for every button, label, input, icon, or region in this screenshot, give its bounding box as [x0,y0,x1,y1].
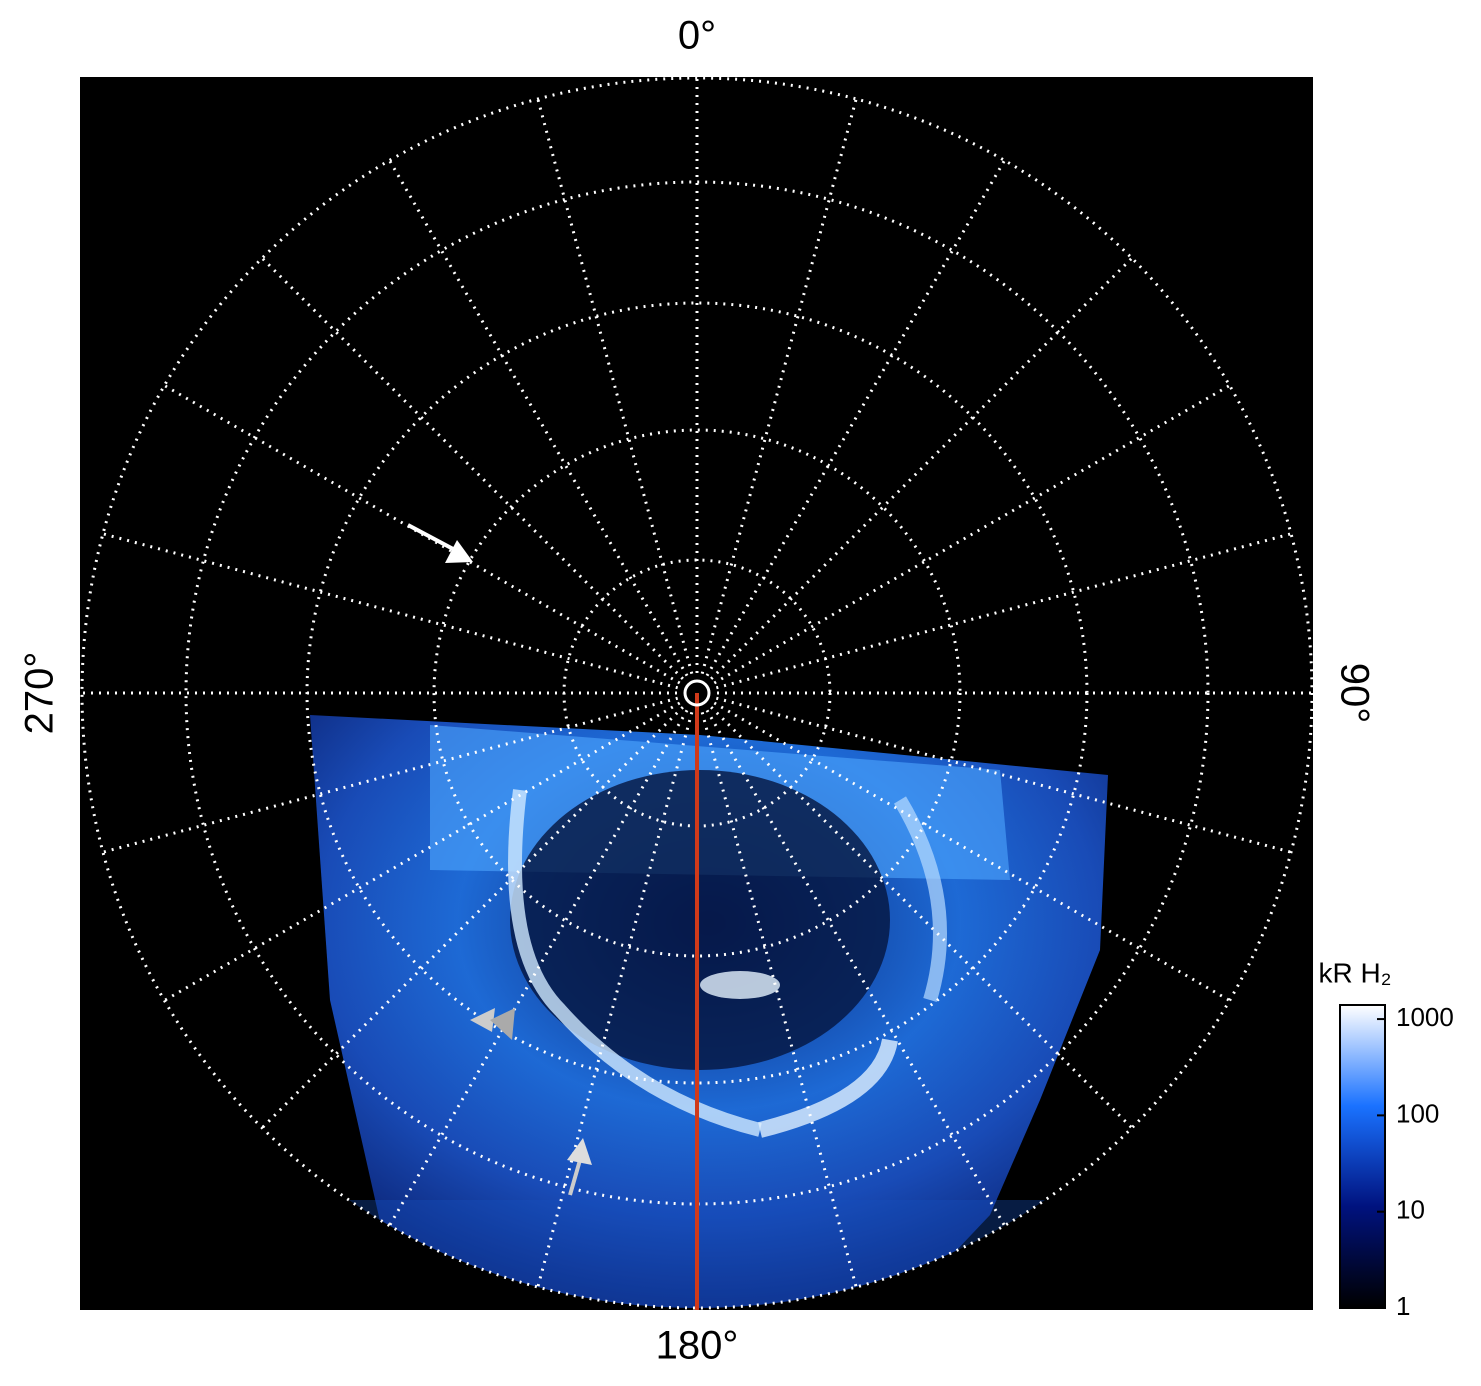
colorbar-tick-label: 1 [1396,1291,1410,1321]
grid-spoke [713,701,1231,1002]
grid-spoke [536,98,694,675]
grid-spoke [261,257,684,680]
colorbar-title: kR H₂ [1318,957,1391,988]
angle-label: 90° [1332,663,1376,724]
angle-label: 0° [678,14,716,58]
grid-spoke [705,709,1006,1227]
colorbar [1339,1004,1386,1309]
grid-spoke [715,532,1292,690]
grid-spoke [261,706,684,1129]
grid-ring [432,428,962,958]
grid-spoke [710,257,1133,680]
grid-spoke [388,159,689,677]
angle-label: 180° [656,1324,739,1368]
grid-spoke [710,706,1133,1129]
grid-spoke [713,384,1231,685]
grid-spoke [163,701,681,1002]
grid-spoke [102,532,679,690]
grid-spoke [536,711,694,1288]
angle-label: 270° [18,652,62,735]
grid-spoke [700,98,858,675]
colorbar-tick-label: 10 [1396,1195,1425,1225]
polar-grid [80,76,1314,1310]
grid-spoke [388,709,689,1227]
pole-marker [683,679,711,707]
grid-spoke [700,711,858,1288]
colorbar-tick-label: 1000 [1396,1002,1454,1032]
grid-ring [184,180,1210,1206]
grid-spoke [715,696,1292,854]
grid-spoke [102,696,679,854]
colorbar-tick-label: 100 [1396,1098,1439,1128]
grid-ring [80,76,1314,1310]
arrows [407,523,592,1196]
grid-spoke [705,159,1006,677]
